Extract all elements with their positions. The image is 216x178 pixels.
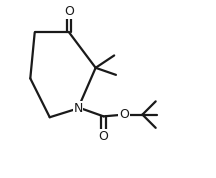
Text: N: N	[73, 102, 83, 115]
Text: O: O	[99, 130, 108, 143]
Text: O: O	[64, 5, 74, 18]
Text: O: O	[119, 108, 129, 121]
